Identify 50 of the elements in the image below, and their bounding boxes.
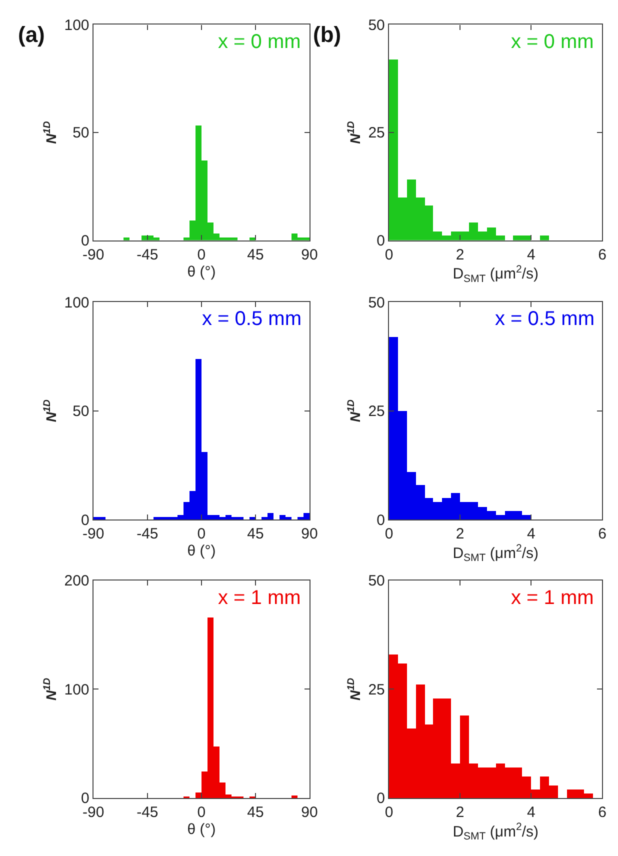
y-tick-label: 50 xyxy=(72,124,90,142)
y-tick-label: 100 xyxy=(64,16,90,34)
y-tick-label: 100 xyxy=(64,681,90,698)
x-tick-label: -45 xyxy=(136,526,158,543)
x-tick-label: 0 xyxy=(197,246,206,264)
annotation: x = 1 mm xyxy=(511,587,594,609)
y-tick-label: 50 xyxy=(368,16,385,34)
y-tick-label: 50 xyxy=(368,294,385,312)
y-tick-label: 0 xyxy=(376,790,385,808)
y-tick-label: 25 xyxy=(368,124,385,142)
y-tick-label: 50 xyxy=(368,572,385,590)
x-tick-label: 2 xyxy=(456,804,464,822)
y-tick-label: 200 xyxy=(64,572,90,590)
annotation: x = 0.5 mm xyxy=(202,308,302,330)
x-tick-label: -45 xyxy=(136,246,158,264)
x-tick-label: 0 xyxy=(197,526,206,543)
x-tick-label: 4 xyxy=(527,804,536,822)
chart-title: (a) xyxy=(18,22,45,47)
y-tick-label: 0 xyxy=(376,232,385,250)
y-tick-label: 25 xyxy=(368,681,385,698)
x-tick-label: 2 xyxy=(456,526,464,543)
x-tick-label: 4 xyxy=(527,526,536,543)
y-tick-label: 100 xyxy=(64,294,90,312)
x-axis-title: θ (°) xyxy=(187,821,216,838)
annotation: x = 0.5 mm xyxy=(495,308,594,330)
x-tick-label: 6 xyxy=(598,804,606,822)
x-tick-label: 4 xyxy=(527,246,536,264)
x-axis-title: θ (°) xyxy=(187,542,216,560)
x-tick-label: 45 xyxy=(247,804,264,822)
x-tick-label: 0 xyxy=(197,804,206,822)
y-tick-label: 0 xyxy=(376,512,385,529)
annotation: x = 0 mm xyxy=(511,31,594,53)
x-tick-label: 6 xyxy=(598,526,606,543)
annotation: x = 0 mm xyxy=(218,31,301,53)
chart-title: (b) xyxy=(313,22,342,47)
x-axis-title: D$_{SMT}$ (μm$^{2}$/s) xyxy=(452,821,539,843)
x-tick-label: 6 xyxy=(598,246,606,264)
x-tick-label: 45 xyxy=(247,246,264,264)
x-tick-label: 90 xyxy=(301,246,318,264)
x-tick-label: 2 xyxy=(456,246,464,264)
y-tick-label: 50 xyxy=(72,403,90,420)
x-axis-title: D$_{SMT}$ (μm$^{2}$/s) xyxy=(452,542,539,564)
x-tick-label: 90 xyxy=(301,804,318,822)
x-tick-label: 45 xyxy=(247,526,264,543)
x-axis-title: θ (°) xyxy=(187,263,216,280)
x-axis-title: D$_{SMT}$ (μm$^{2}$/s) xyxy=(452,263,539,285)
x-tick-label: 90 xyxy=(301,526,318,543)
annotation: x = 1 mm xyxy=(218,587,301,609)
y-tick-label: 25 xyxy=(368,403,385,420)
x-tick-label: -45 xyxy=(136,804,158,822)
